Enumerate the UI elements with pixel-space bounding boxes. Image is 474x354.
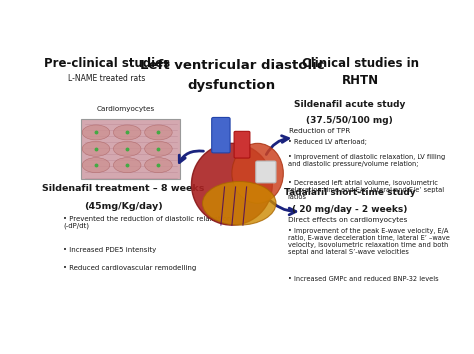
Ellipse shape <box>191 143 272 225</box>
Text: (37.5/50/100 mg): (37.5/50/100 mg) <box>306 116 393 125</box>
Ellipse shape <box>82 158 110 173</box>
Text: Cardiomyocytes: Cardiomyocytes <box>97 106 155 112</box>
Text: dysfunction: dysfunction <box>188 79 276 92</box>
Text: • Improvement of diastolic relaxation, LV filling
and diastolic pressure/volume : • Improvement of diastolic relaxation, L… <box>288 154 445 167</box>
Text: (45mg/Kg/day): (45mg/Kg/day) <box>84 202 163 211</box>
Text: Pre-clinical studies: Pre-clinical studies <box>44 57 170 70</box>
Text: Reduction of TPR: Reduction of TPR <box>289 129 350 134</box>
Text: Clinical studies in: Clinical studies in <box>302 57 419 70</box>
Ellipse shape <box>232 143 283 203</box>
Text: • Prevented the reduction of diastolic relaxation
(-dP/dt): • Prevented the reduction of diastolic r… <box>63 216 231 229</box>
Ellipse shape <box>113 158 141 173</box>
Text: • Reduced cardiovascular remodelling: • Reduced cardiovascular remodelling <box>63 265 196 270</box>
Text: • Improvement of the peak E-wave velocity, E/A
ratio, E-wave deceleration time, : • Improvement of the peak E-wave velocit… <box>288 228 450 255</box>
Ellipse shape <box>113 125 141 140</box>
Text: L-NAME treated rats: L-NAME treated rats <box>68 74 146 83</box>
Ellipse shape <box>202 182 276 225</box>
Text: • Increased GMPc and reduced BNP-32 levels: • Increased GMPc and reduced BNP-32 leve… <box>288 275 438 281</box>
Text: Left ventricular diastolic: Left ventricular diastolic <box>139 59 324 72</box>
Ellipse shape <box>82 141 110 156</box>
Text: Tadalafil short-time study: Tadalafil short-time study <box>283 188 415 197</box>
FancyBboxPatch shape <box>212 118 230 153</box>
Ellipse shape <box>113 141 141 156</box>
Ellipse shape <box>145 125 172 140</box>
Text: RHTN: RHTN <box>342 74 379 87</box>
Bar <box>82 119 181 179</box>
Text: • Reduced LV afterload;: • Reduced LV afterload; <box>288 139 366 145</box>
Text: Sildenafil acute study: Sildenafil acute study <box>294 100 405 109</box>
Text: ( 20 mg/day - 2 weeks): ( 20 mg/day - 2 weeks) <box>292 205 407 214</box>
Text: Sildenafil treatment – 8 weeks: Sildenafil treatment – 8 weeks <box>42 184 205 193</box>
Text: Direct effects on cardiomyocytes: Direct effects on cardiomyocytes <box>288 217 407 223</box>
Ellipse shape <box>82 125 110 140</box>
FancyBboxPatch shape <box>234 131 250 158</box>
Ellipse shape <box>145 158 172 173</box>
Text: • Increased PDE5 intensity: • Increased PDE5 intensity <box>63 247 156 253</box>
FancyBboxPatch shape <box>256 161 276 183</box>
Text: • Decreased left atrial volume, isovolumetric
relaxation time and E/e’ lateral a: • Decreased left atrial volume, isovolum… <box>288 180 444 200</box>
Ellipse shape <box>145 141 172 156</box>
